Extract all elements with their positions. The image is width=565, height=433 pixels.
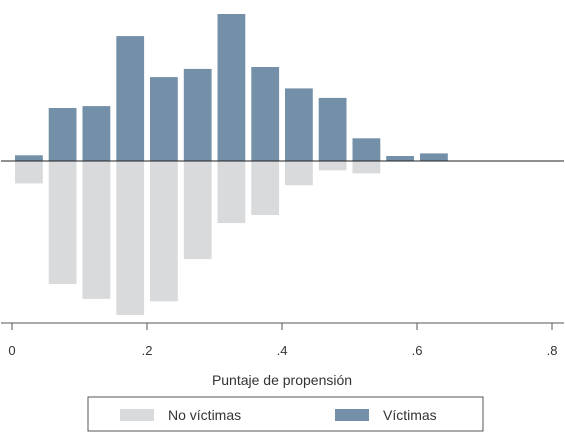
x-tick-label-1: .2 xyxy=(142,343,153,358)
bar-victimas-3 xyxy=(116,36,145,161)
bar-victimas-6 xyxy=(217,14,246,161)
x-tick-label-2: .4 xyxy=(277,343,288,358)
bar-no-victimas-1 xyxy=(48,161,77,284)
bar-victimas-7 xyxy=(251,67,280,161)
bars-group xyxy=(15,14,448,315)
bar-victimas-1 xyxy=(48,108,77,161)
bar-no-victimas-10 xyxy=(352,161,381,174)
bar-victimas-2 xyxy=(82,106,111,161)
legend-swatch-no-victimas xyxy=(120,409,154,421)
x-tick-label-4: .8 xyxy=(547,343,558,358)
bar-no-victimas-9 xyxy=(318,161,347,171)
legend-label-no-victimas: No víctimas xyxy=(168,407,241,423)
bar-no-victimas-5 xyxy=(183,161,212,260)
bar-victimas-9 xyxy=(318,97,347,161)
bar-no-victimas-0 xyxy=(15,161,43,184)
bar-no-victimas-8 xyxy=(285,161,313,186)
bar-victimas-4 xyxy=(150,77,178,161)
bar-no-victimas-3 xyxy=(116,161,145,315)
bar-victimas-10 xyxy=(352,138,381,161)
legend-swatch-victimas xyxy=(335,409,369,421)
bar-no-victimas-4 xyxy=(150,161,178,302)
bar-no-victimas-7 xyxy=(251,161,280,215)
legend: No víctimas Víctimas xyxy=(87,396,484,432)
bar-victimas-12 xyxy=(420,153,448,161)
bar-victimas-5 xyxy=(183,68,212,161)
legend-box xyxy=(87,396,484,432)
bar-no-victimas-2 xyxy=(82,161,111,299)
bar-victimas-8 xyxy=(285,88,313,161)
x-axis-title: Puntaje de propensión xyxy=(212,372,352,388)
bar-victimas-0 xyxy=(15,155,43,161)
x-tick-label-0: 0 xyxy=(8,343,15,358)
legend-label-victimas: Víctimas xyxy=(383,407,437,423)
bar-victimas-11 xyxy=(386,156,414,161)
bar-no-victimas-6 xyxy=(217,161,246,224)
x-ticks-group: 0 .2 .4 .6 .8 xyxy=(8,323,557,358)
x-tick-label-3: .6 xyxy=(412,343,423,358)
